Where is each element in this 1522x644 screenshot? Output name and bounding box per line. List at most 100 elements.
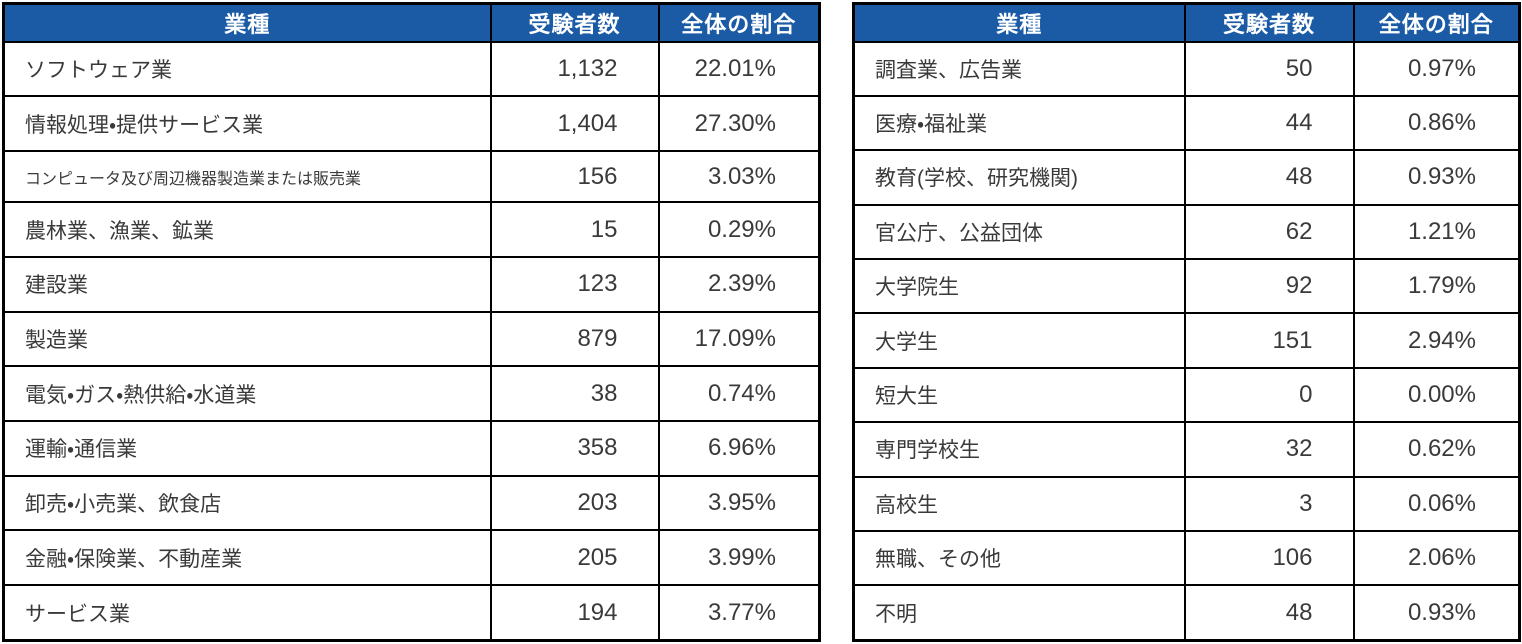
industry-table-right: 業種 受験者数 全体の割合 調査業、広告業 50 0.97% 医療・福祉業 44…: [852, 2, 1521, 642]
count-cell: 1,404: [489, 95, 660, 152]
share-cell: 6.96%: [657, 419, 821, 477]
share-cell: 0.29%: [657, 201, 821, 258]
count-cell: 48: [1183, 584, 1355, 642]
table-row: コンピュータ及び周辺機器製造業または販売業 156 3.03%: [2, 149, 821, 204]
industry-cell: 農林業、漁業、鉱業: [2, 201, 492, 258]
table-row: 製造業 879 17.09%: [2, 310, 821, 368]
column-header-count: 受験者数: [1183, 2, 1355, 43]
share-cell: 17.09%: [657, 310, 821, 368]
count-cell: 50: [1183, 40, 1355, 97]
count-cell: 62: [1183, 203, 1355, 261]
industry-cell: 情報処理・提供サービス業: [2, 95, 492, 152]
industry-cell: 大学生: [852, 312, 1186, 369]
share-cell: 0.62%: [1352, 421, 1521, 478]
share-cell: 3.99%: [657, 529, 821, 586]
share-cell: 2.06%: [1352, 529, 1521, 587]
share-cell: 0.74%: [657, 365, 821, 422]
count-cell: 879: [489, 310, 660, 368]
industry-cell: 大学院生: [852, 257, 1186, 315]
industry-cell: コンピュータ及び周辺機器製造業または販売業: [2, 149, 492, 204]
industry-cell: サービス業: [2, 584, 492, 642]
count-cell: 48: [1183, 149, 1355, 206]
count-cell: 92: [1183, 257, 1355, 315]
table-right: 業種 受験者数 全体の割合 調査業、広告業 50 0.97% 医療・福祉業 44…: [852, 2, 1521, 642]
table-row: 不明 48 0.93%: [852, 584, 1521, 642]
table-row: 大学生 151 2.94%: [852, 312, 1521, 369]
count-cell: 358: [489, 419, 660, 477]
industry-cell: 建設業: [2, 255, 492, 313]
industry-cell: ソフトウェア業: [2, 40, 492, 98]
header-row: 業種 受験者数 全体の割合: [852, 2, 1521, 43]
column-header-count: 受験者数: [489, 2, 660, 43]
table-row: 農林業、漁業、鉱業 15 0.29%: [2, 201, 821, 258]
table-row: 高校生 3 0.06%: [852, 475, 1521, 532]
table-row: 短大生 0 0.00%: [852, 366, 1521, 424]
table-row: サービス業 194 3.77%: [2, 584, 821, 642]
industry-table-left: 業種 受験者数 全体の割合 ソフトウェア業 1,132 22.01% 情報処理・…: [2, 2, 821, 642]
count-cell: 15: [489, 201, 660, 258]
count-cell: 38: [489, 365, 660, 422]
table-left: 業種 受験者数 全体の割合 ソフトウェア業 1,132 22.01% 情報処理・…: [2, 2, 821, 642]
count-cell: 156: [489, 149, 660, 204]
share-cell: 0.97%: [1352, 40, 1521, 97]
count-cell: 1,132: [489, 40, 660, 98]
header-row: 業種 受験者数 全体の割合: [2, 2, 821, 43]
table-row: 建設業 123 2.39%: [2, 255, 821, 313]
industry-cell: 専門学校生: [852, 421, 1186, 478]
industry-cell: 電気・ガス・熱供給・水道業: [2, 365, 492, 422]
share-cell: 0.00%: [1352, 366, 1521, 424]
table-row: ソフトウェア業 1,132 22.01%: [2, 40, 821, 98]
table-row: 教育(学校、研究機関) 48 0.93%: [852, 149, 1521, 206]
table-row: 金融・保険業、不動産業 205 3.99%: [2, 529, 821, 586]
share-cell: 1.79%: [1352, 257, 1521, 315]
industry-cell: 官公庁、公益団体: [852, 203, 1186, 261]
count-cell: 205: [489, 529, 660, 586]
industry-cell: 短大生: [852, 366, 1186, 424]
table-row: 運輸・通信業 358 6.96%: [2, 419, 821, 477]
table-row: 調査業、広告業 50 0.97%: [852, 40, 1521, 97]
table-row: 情報処理・提供サービス業 1,404 27.30%: [2, 95, 821, 152]
table-row: 専門学校生 32 0.62%: [852, 421, 1521, 478]
table-row: 卸売・小売業、飲食店 203 3.95%: [2, 474, 821, 532]
table-row: 官公庁、公益団体 62 1.21%: [852, 203, 1521, 261]
industry-cell: 高校生: [852, 475, 1186, 532]
column-header-industry: 業種: [2, 2, 492, 43]
industry-cell: 製造業: [2, 310, 492, 368]
industry-cell: 不明: [852, 584, 1186, 642]
count-cell: 151: [1183, 312, 1355, 369]
column-header-share: 全体の割合: [1352, 2, 1521, 43]
industry-cell: 運輸・通信業: [2, 419, 492, 477]
count-cell: 203: [489, 474, 660, 532]
industry-cell: 無職、その他: [852, 529, 1186, 587]
share-cell: 27.30%: [657, 95, 821, 152]
industry-cell: 金融・保険業、不動産業: [2, 529, 492, 586]
count-cell: 123: [489, 255, 660, 313]
table-row: 医療・福祉業 44 0.86%: [852, 94, 1521, 152]
share-cell: 1.21%: [1352, 203, 1521, 261]
industry-cell: 教育(学校、研究機関): [852, 149, 1186, 206]
share-cell: 0.06%: [1352, 475, 1521, 532]
count-cell: 194: [489, 584, 660, 642]
column-header-industry: 業種: [852, 2, 1186, 43]
share-cell: 22.01%: [657, 40, 821, 98]
table-row: 大学院生 92 1.79%: [852, 257, 1521, 315]
table-row: 電気・ガス・熱供給・水道業 38 0.74%: [2, 365, 821, 422]
count-cell: 106: [1183, 529, 1355, 587]
count-cell: 32: [1183, 421, 1355, 478]
share-cell: 0.86%: [1352, 94, 1521, 152]
share-cell: 2.94%: [1352, 312, 1521, 369]
table-row: 無職、その他 106 2.06%: [852, 529, 1521, 587]
column-header-share: 全体の割合: [657, 2, 821, 43]
count-cell: 44: [1183, 94, 1355, 152]
count-cell: 0: [1183, 366, 1355, 424]
share-cell: 0.93%: [1352, 149, 1521, 206]
share-cell: 3.95%: [657, 474, 821, 532]
count-cell: 3: [1183, 475, 1355, 532]
industry-cell: 調査業、広告業: [852, 40, 1186, 97]
share-cell: 2.39%: [657, 255, 821, 313]
share-cell: 3.03%: [657, 149, 821, 204]
industry-cell: 卸売・小売業、飲食店: [2, 474, 492, 532]
share-cell: 3.77%: [657, 584, 821, 642]
industry-cell: 医療・福祉業: [852, 94, 1186, 152]
